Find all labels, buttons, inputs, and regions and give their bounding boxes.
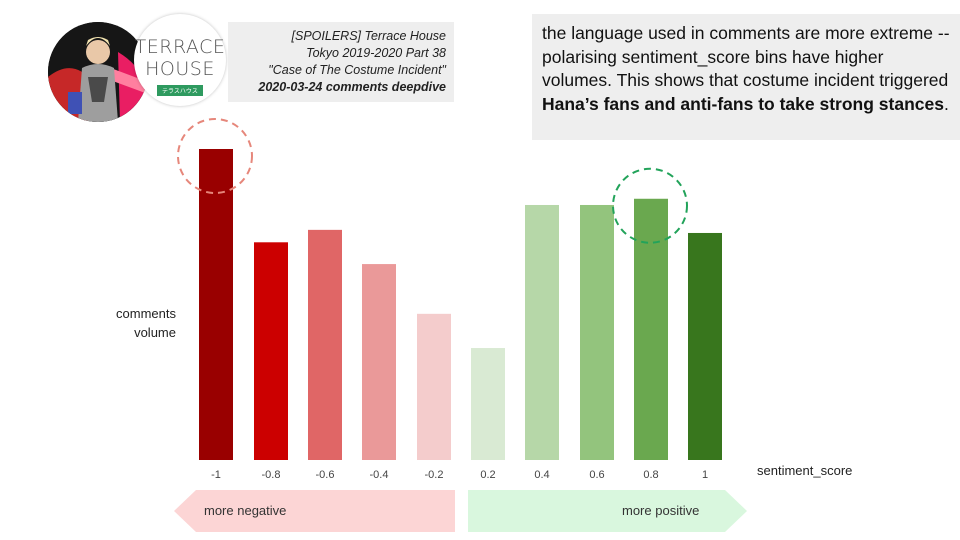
person-photo-icon [48, 22, 148, 122]
title-line-3: "Case of The Costume Incident" [268, 63, 446, 77]
bar-1 [688, 232, 722, 460]
highlight-circle [177, 118, 253, 194]
bar-0.6 [580, 204, 614, 460]
bar-0.2 [471, 348, 505, 460]
logo-subtitle: テラスハウス [157, 85, 203, 96]
episode-title-box: [SPOILERS] Terrace House Tokyo 2019-2020… [228, 22, 454, 102]
insight-note: the language used in comments are more e… [532, 14, 960, 140]
terrace-house-logo: TERRACE HOUSE テラスハウス [134, 14, 226, 106]
x-tick-label: -0.4 [370, 469, 389, 481]
x-tick-label: 0.8 [643, 469, 658, 481]
logo-line-2: HOUSE [145, 58, 215, 80]
logo-line-1: TERRACE [134, 36, 226, 58]
negative-arrow [174, 490, 455, 532]
y-axis-label: comments volume [96, 304, 176, 342]
x-tick-label: -0.8 [262, 469, 281, 481]
bar--0.6 [308, 229, 342, 460]
highlight-circle [612, 167, 688, 244]
bar-0.8 [634, 198, 668, 460]
bar--0.8 [254, 242, 288, 460]
title-date: 2020-03-24 comments deepdive [258, 80, 446, 94]
x-tick-label: 0.6 [589, 469, 604, 481]
episode-thumbnail [48, 22, 148, 122]
x-tick-label: -1 [211, 469, 221, 481]
x-tick-label: 1 [702, 469, 708, 481]
positive-arrow-label: more positive [622, 503, 700, 518]
x-tick-label: 0.4 [534, 469, 549, 481]
x-tick-label: 0.2 [480, 469, 495, 481]
bar--1 [199, 149, 233, 460]
x-tick-label: -0.6 [316, 469, 335, 481]
title-line-2: Tokyo 2019-2020 Part 38 [306, 46, 446, 60]
note-end: . [943, 93, 949, 114]
bar--0.4 [362, 264, 396, 460]
x-axis-label: sentiment_score [757, 463, 853, 478]
note-bold-text: Hana’s fans and anti-fans to take strong… [542, 93, 944, 114]
title-line-1: [SPOILERS] Terrace House [291, 29, 446, 43]
x-tick-label: -0.2 [425, 469, 444, 481]
y-axis-label-line-2: volume [134, 325, 176, 340]
positive-arrow [468, 490, 747, 532]
negative-arrow-label: more negative [204, 503, 287, 518]
note-text: the language used in comments are more e… [542, 23, 950, 90]
bar-0.4 [525, 204, 559, 460]
bar--0.2 [417, 313, 451, 460]
y-axis-label-line-1: comments [116, 306, 176, 321]
